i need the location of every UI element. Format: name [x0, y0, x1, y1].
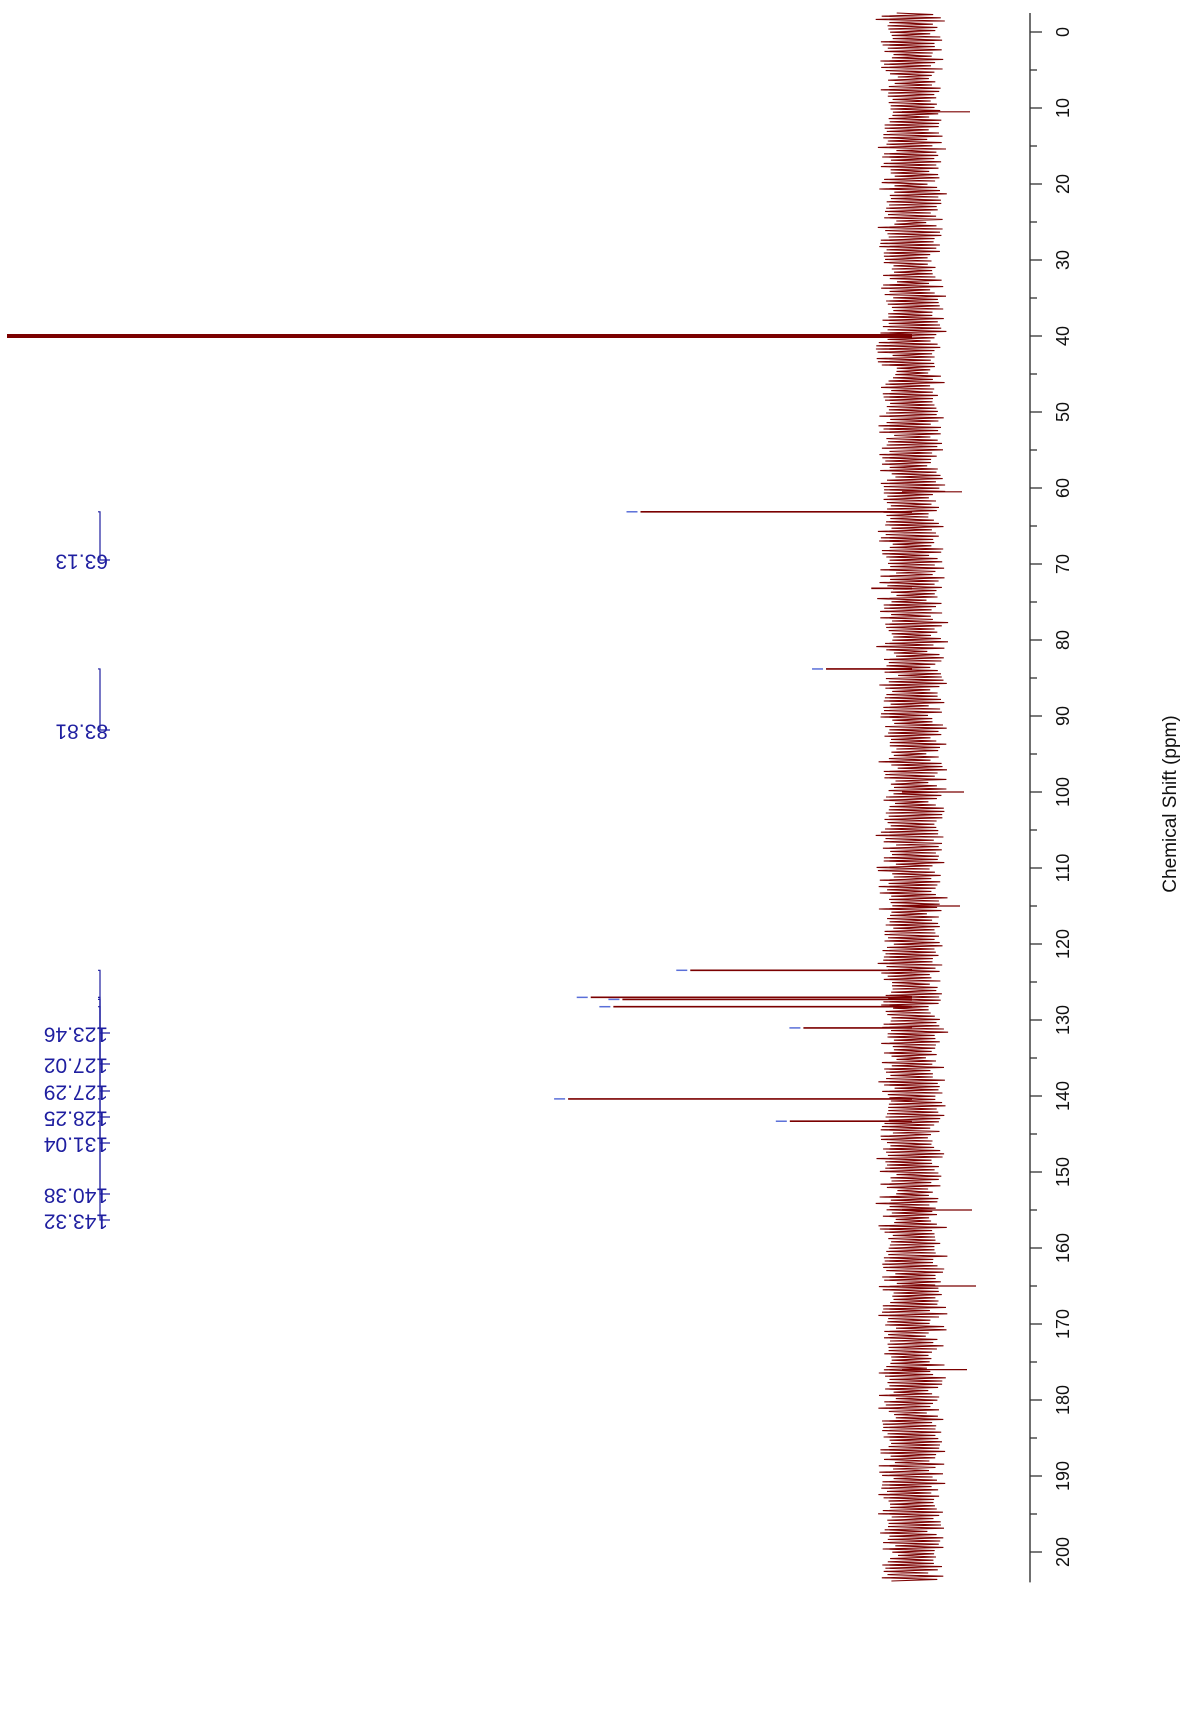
noise-trace: [875, 12, 949, 1582]
tick-label: 60: [1053, 478, 1073, 498]
baseline-noise: [875, 12, 976, 1582]
peak-label-connector: [98, 1120, 110, 1221]
tick-label: 140: [1053, 1081, 1073, 1111]
peak-label: 128.25: [44, 1106, 108, 1129]
tick-label: 10: [1053, 98, 1073, 118]
peak-label: 131.04: [43, 1132, 108, 1155]
tick-label: 190: [1053, 1461, 1073, 1491]
peak-label: 143.32: [44, 1209, 108, 1232]
peaks-group: [7, 334, 912, 1123]
peak-label: 63.13: [55, 549, 108, 572]
tick-label: 200: [1053, 1537, 1073, 1567]
tick-label: 160: [1053, 1233, 1073, 1263]
peak-label: 123.46: [44, 1022, 108, 1045]
tick-label: 20: [1053, 174, 1073, 194]
peak-label-connector: [98, 511, 110, 561]
peak-label-connector: [98, 668, 110, 731]
tick-label: 50: [1053, 402, 1073, 422]
tick-label: 100: [1053, 777, 1073, 807]
tick-label: 40: [1053, 326, 1073, 346]
x-axis: 0 10 20 30 40 50 60 70 80 90 100 110 120 130 140 150 160…: [1029, 13, 1073, 1583]
tick-label: 170: [1053, 1309, 1073, 1339]
peak-label: 127.29: [44, 1080, 108, 1103]
peak-label-connector: [98, 1027, 110, 1144]
tick-label: 70: [1053, 554, 1073, 574]
tick-label: 130: [1053, 1005, 1073, 1035]
tick-label: 120: [1053, 929, 1073, 959]
tick-label: 90: [1053, 706, 1073, 726]
tick-label: 30: [1053, 250, 1073, 270]
tick-label: 180: [1053, 1385, 1073, 1415]
peak-labels-group: 63.13 83.81 123.46 127.02 127.29 128.25 131.04…: [43, 511, 110, 1232]
tick-label: 110: [1053, 854, 1073, 883]
tick-label: 0: [1053, 27, 1073, 37]
peak-label: 127.02: [44, 1053, 108, 1076]
tick-label: 80: [1053, 630, 1073, 650]
x-axis-title: Chemical Shift (ppm): [1160, 715, 1181, 892]
peak-label: 140.38: [44, 1183, 108, 1206]
tick-label: 150: [1053, 1157, 1073, 1187]
peak-label: 83.81: [55, 719, 108, 742]
